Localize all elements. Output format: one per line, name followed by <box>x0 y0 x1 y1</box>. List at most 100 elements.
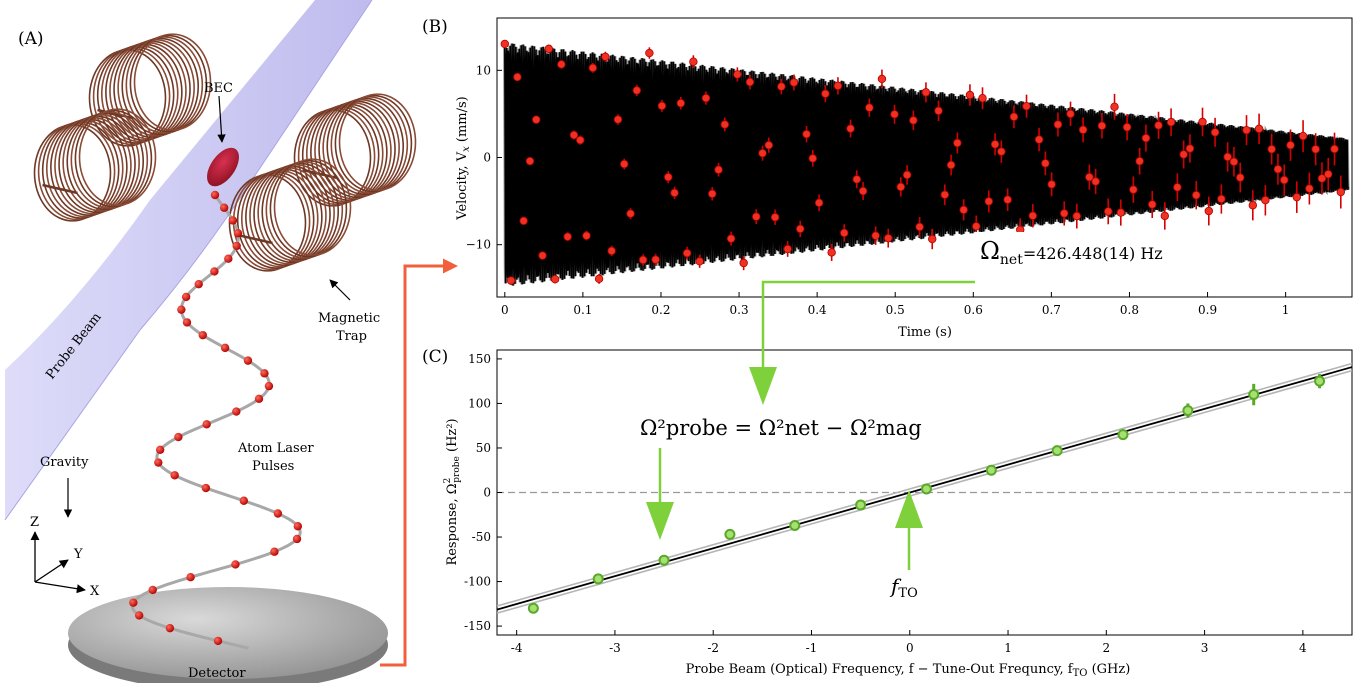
x-tick-label-c: -2 <box>707 641 719 655</box>
coil-lead <box>42 183 78 195</box>
coil-winding <box>125 36 204 134</box>
atom-pulse <box>292 534 302 544</box>
data-point-b <box>745 77 755 87</box>
data-point-b <box>1141 133 1151 143</box>
data-point-b <box>1041 159 1050 168</box>
data-point-b <box>984 197 994 206</box>
data-point-b <box>1097 121 1107 130</box>
x-tick-label-b: 0 <box>501 303 509 317</box>
x-axis-label-c-sub: TO <box>1073 668 1088 679</box>
data-point-c <box>789 519 801 531</box>
data-point-b <box>808 154 818 163</box>
data-point-b <box>1034 135 1044 144</box>
y-axis-label-b-unit: (mm/s) <box>455 96 470 146</box>
y-axis-label-c-unit: (Hz²) <box>445 418 460 456</box>
data-point-b <box>770 213 780 222</box>
data-point-b <box>833 81 843 91</box>
trap-arrow <box>329 279 351 301</box>
data-point-b <box>990 140 1000 149</box>
data-point-b <box>1330 144 1339 154</box>
x-tick-label-c: -4 <box>511 641 523 655</box>
data-point-b <box>865 103 874 112</box>
atom-pulse <box>154 458 163 467</box>
atom-pulse <box>186 573 195 582</box>
data-point-b <box>1298 131 1308 141</box>
data-point-b <box>550 274 560 284</box>
atom-pulse <box>134 611 144 620</box>
data-point-b <box>651 255 660 264</box>
data-point-b <box>896 182 906 192</box>
atom-pulse <box>264 381 274 391</box>
data-point-b <box>1198 117 1207 127</box>
atom-pulse <box>165 623 175 633</box>
data-point-b <box>1336 187 1345 197</box>
atom-laser-pulses <box>129 190 303 650</box>
data-point-b <box>1242 125 1251 135</box>
panel-b-velocity-plot: (B) 0 0.1 0.2 0.3 0.4 0.5 0.6 0.7 0.8 0.9 1 −10 0 10… <box>422 17 1353 340</box>
data-point-b <box>626 209 635 218</box>
probe-beam <box>5 0 372 520</box>
x-tick-label-c: 4 <box>1299 641 1307 655</box>
x-tick-label-c: 2 <box>1102 641 1110 655</box>
data-point-b <box>726 234 736 243</box>
data-point-b <box>532 115 541 124</box>
data-point-b <box>1236 173 1245 182</box>
data-point-b <box>1286 140 1295 150</box>
data-point-b <box>576 135 585 145</box>
data-point-b <box>1317 174 1327 183</box>
atom-pulse <box>155 445 165 454</box>
atom-laser-label: Atom Laser <box>237 441 314 456</box>
y-tick-label-c: -100 <box>464 575 491 589</box>
data-point-c <box>855 499 867 511</box>
data-point-b <box>846 124 855 133</box>
coil-winding <box>74 109 153 208</box>
atom-pulse <box>170 471 179 480</box>
x-tick-label-b: 0.3 <box>730 303 749 317</box>
x-tick-label-c: -3 <box>609 641 621 655</box>
data-point-c <box>658 554 670 566</box>
data-point-b <box>1223 152 1232 162</box>
omega-net-sub: net <box>1000 252 1023 268</box>
data-point-b <box>902 170 912 180</box>
data-point-b <box>1116 208 1125 217</box>
fit-line-b <box>503 43 1349 286</box>
data-point-c <box>724 528 736 540</box>
data-point-b <box>871 231 880 240</box>
atom-pulse <box>232 407 241 416</box>
data-point-b <box>1072 211 1081 221</box>
coil-winding <box>330 96 409 194</box>
x-axis-label-c-main: Probe Beam (Optical) Frequency, f − Tune… <box>686 662 1074 677</box>
coil-winding <box>334 94 413 193</box>
coil-winding <box>257 164 335 262</box>
data-point-b <box>607 246 616 256</box>
data-point-b <box>840 228 849 238</box>
data-point-b <box>852 175 862 184</box>
x-ticks-b: 0 0.1 0.2 0.3 0.4 0.5 0.6 0.7 0.8 0.9 1 <box>501 292 1289 317</box>
data-point-b <box>1229 157 1239 166</box>
data-point-b <box>1292 192 1301 202</box>
x-tick-label-b: 0.2 <box>651 303 670 317</box>
data-point-b <box>1066 109 1075 119</box>
data-point-b <box>582 231 591 240</box>
data-point-b <box>1085 172 1094 182</box>
axis-y-label: Y <box>73 547 83 562</box>
data-point-b <box>1028 211 1037 220</box>
data-points-b <box>500 39 1345 285</box>
atom-pulse <box>228 216 238 225</box>
panel-a-label: (A) <box>18 29 44 49</box>
trap-label: Trap <box>336 329 367 344</box>
y-axis-label-b: Velocity, Vx (mm/s) <box>455 96 472 220</box>
coil-winding <box>326 97 405 196</box>
panel-b-label: (B) <box>422 17 448 37</box>
coil-winding <box>117 39 195 137</box>
x-tick-label-b: 0.4 <box>808 303 827 317</box>
coil-lead <box>237 233 273 245</box>
data-point-b <box>613 115 623 124</box>
y-tick-label-b: −10 <box>466 238 491 252</box>
data-point-b <box>714 165 723 174</box>
x-tick-label-b: 0.5 <box>886 303 905 317</box>
coil-winding <box>261 162 340 261</box>
atom-pulse <box>254 394 264 404</box>
x-tick-label-b: 1 <box>1282 303 1290 317</box>
y-axis-label-c: Response, Ω2probe (Hz²) <box>443 418 462 565</box>
